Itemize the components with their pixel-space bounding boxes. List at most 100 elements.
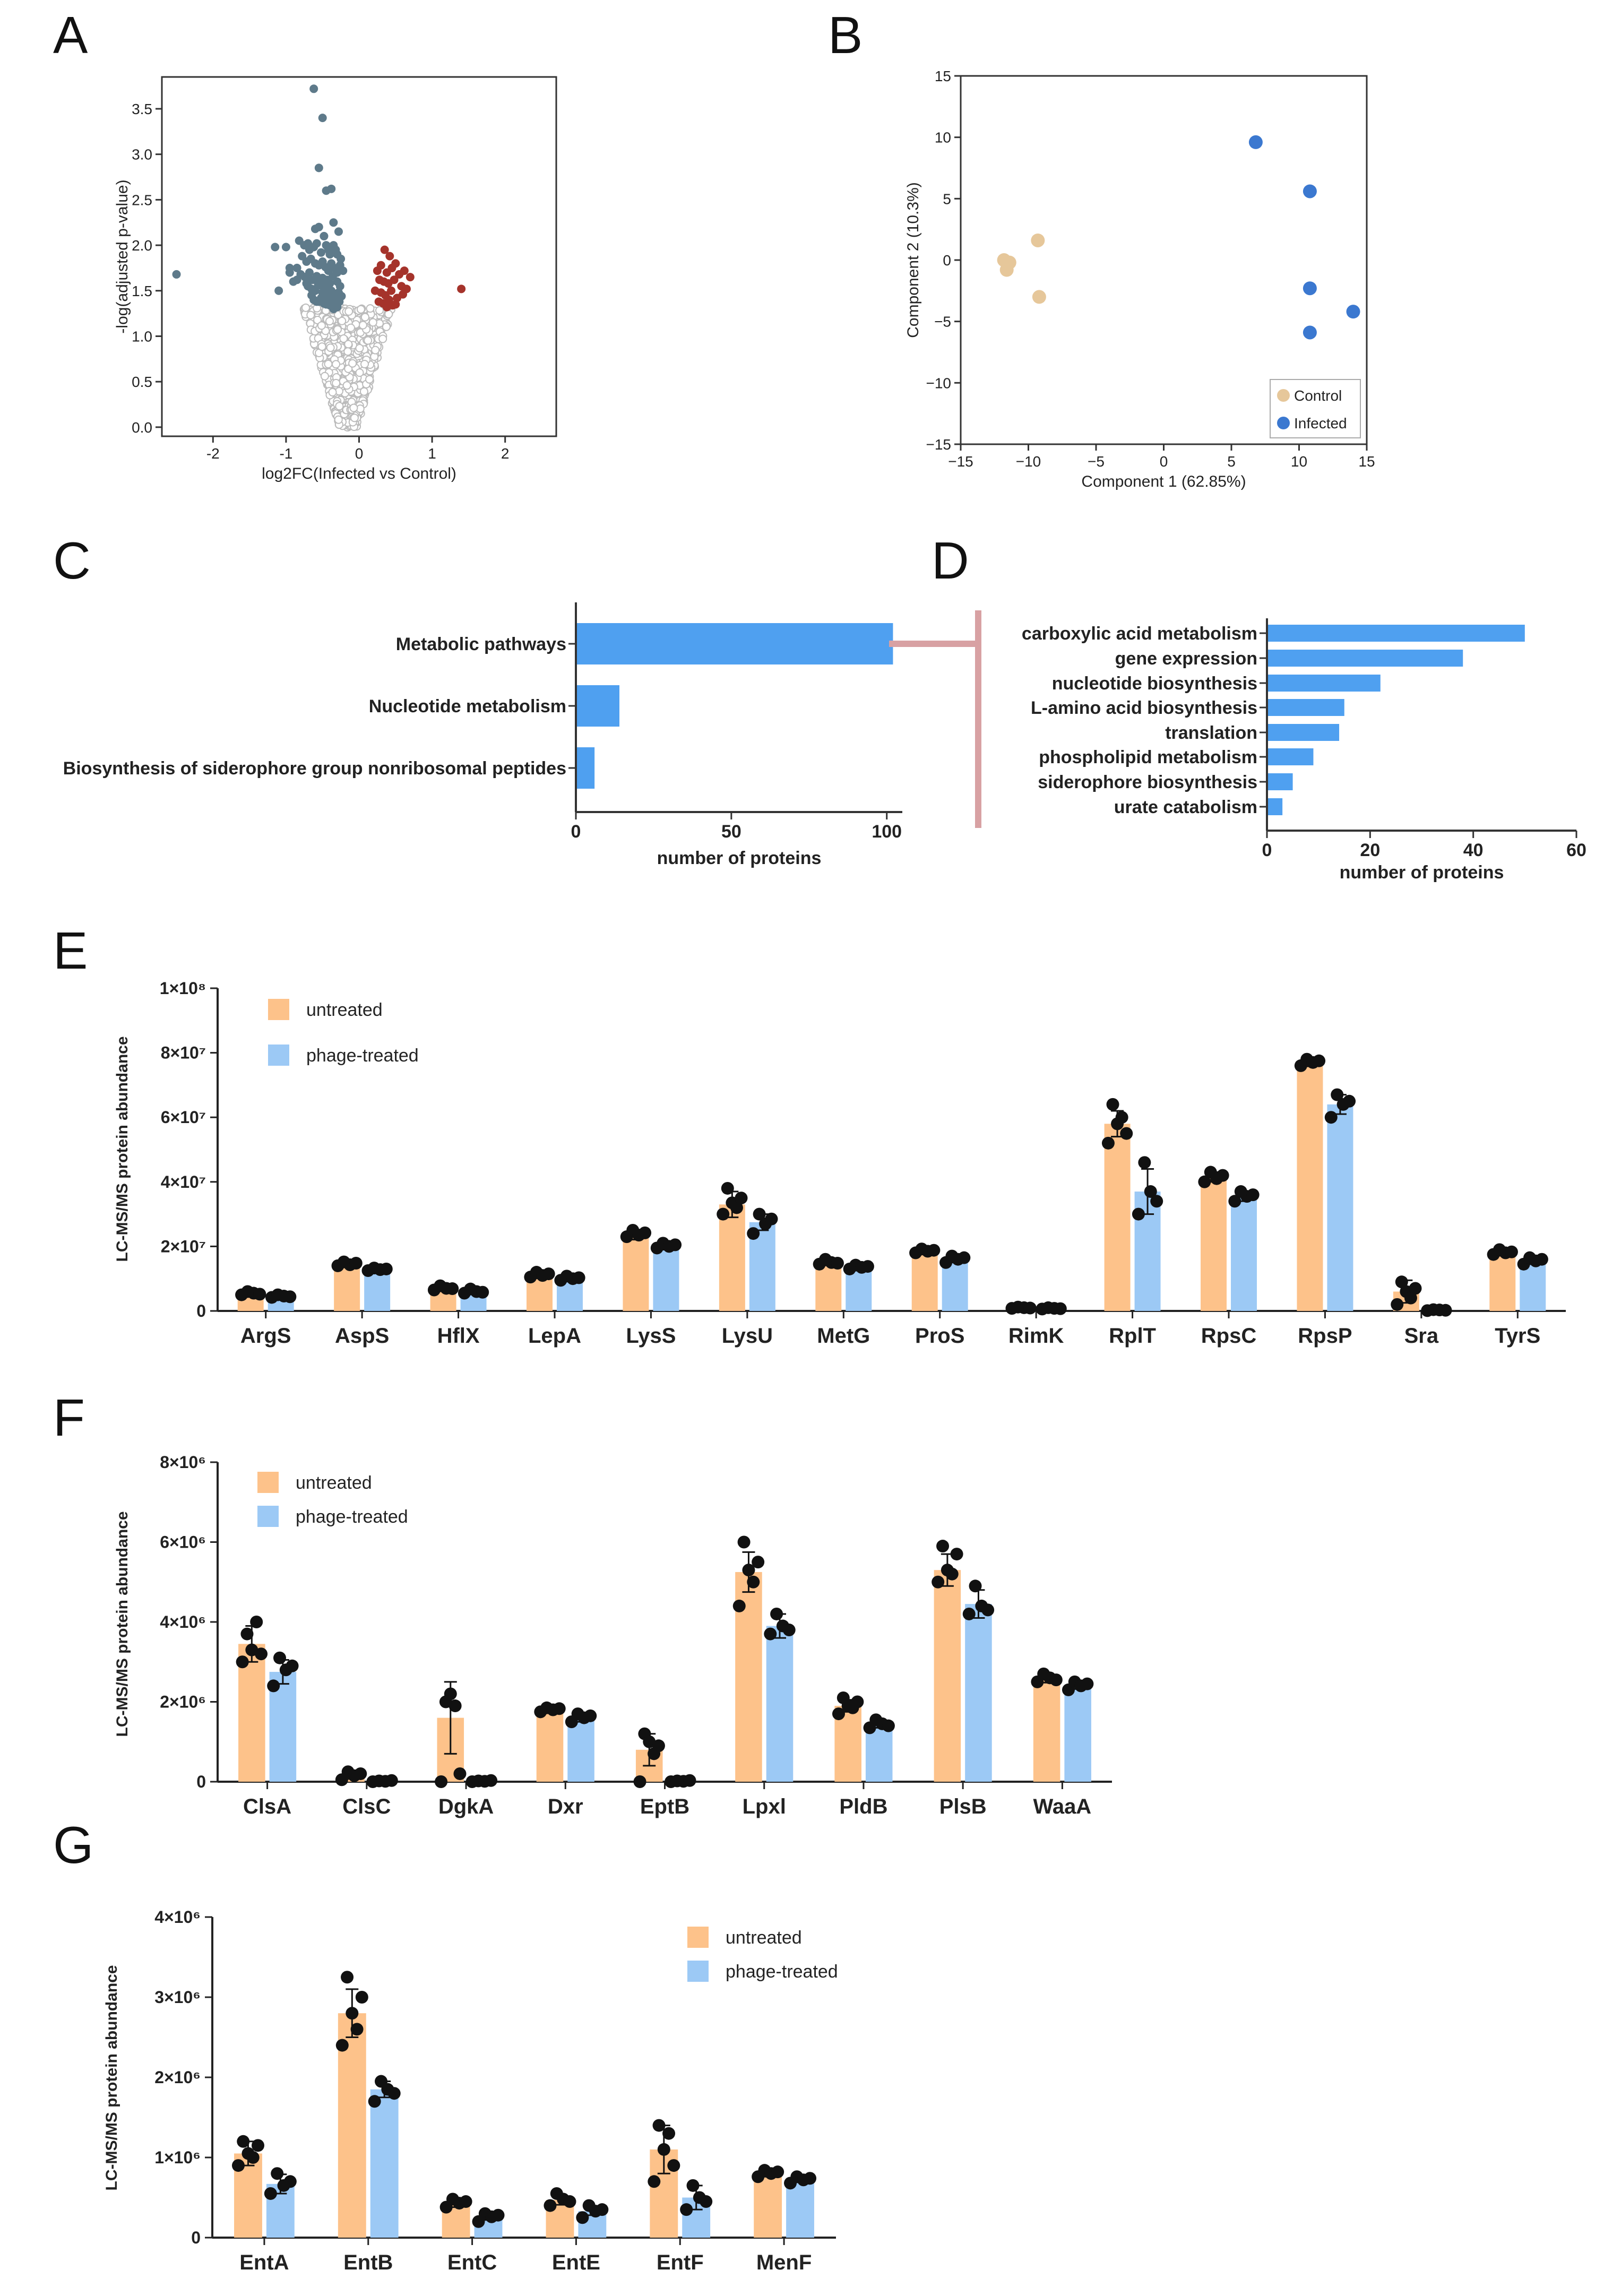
bar bbox=[1267, 773, 1293, 790]
y-tick-label: 1×10⁶ bbox=[154, 2148, 201, 2167]
replicate-point bbox=[584, 1709, 597, 1722]
replicate-point bbox=[1343, 1094, 1356, 1108]
panel-f: F 0 2×10⁶ 4×10⁶ 6×10⁶ 8×10⁶ LC-MS/MS protein … bbox=[53, 1388, 1112, 1818]
untreated-bar bbox=[1033, 1678, 1060, 1782]
replicate-point bbox=[1395, 1275, 1408, 1289]
x-tick-label: 0 bbox=[571, 822, 581, 842]
nonsig-point bbox=[313, 316, 322, 325]
category-label: urate catabolism bbox=[1114, 797, 1257, 817]
y-tick-label: 0.5 bbox=[132, 374, 152, 390]
replicate-point bbox=[765, 1212, 778, 1225]
nonsig-point bbox=[333, 325, 342, 334]
y-tick-label: 1×10⁸ bbox=[160, 979, 206, 998]
bar bbox=[1267, 699, 1344, 716]
y-tick-label: 8×10⁶ bbox=[160, 1453, 206, 1472]
untreated-bar bbox=[1297, 1062, 1323, 1311]
bar bbox=[1267, 675, 1381, 692]
control-point bbox=[1031, 233, 1045, 247]
category-label: WaaA bbox=[1033, 1795, 1092, 1818]
legend-marker-control bbox=[1277, 389, 1290, 402]
category-label: ClsA bbox=[243, 1795, 291, 1818]
y-tick-label: 1.5 bbox=[132, 283, 152, 299]
category-label: ArgS bbox=[240, 1324, 291, 1348]
panel-label-c: C bbox=[53, 531, 91, 590]
category-label: RpsP bbox=[1298, 1324, 1352, 1348]
nonsig-point bbox=[339, 334, 348, 343]
significant-down-point bbox=[318, 114, 327, 123]
category-label: ProS bbox=[915, 1324, 964, 1348]
replicate-point bbox=[255, 1647, 268, 1661]
category-label: RpsC bbox=[1201, 1324, 1256, 1348]
replicate-point bbox=[1049, 1673, 1063, 1687]
legend-swatch-phage-treated bbox=[257, 1506, 279, 1527]
nonsig-point bbox=[359, 387, 368, 396]
replicate-point bbox=[657, 2143, 670, 2156]
significant-down-point bbox=[285, 268, 294, 277]
x-tick-label: 5 bbox=[1227, 453, 1236, 470]
significant-down-point bbox=[327, 184, 336, 193]
replicate-point bbox=[1391, 1298, 1404, 1311]
replicate-point bbox=[286, 1659, 299, 1672]
panel-e: E 0 2×10⁷ 4×10⁷ 6×10⁷ 8×10⁷ 1×10⁸ LC-MS/MS pro… bbox=[53, 921, 1566, 1348]
replicate-point bbox=[240, 1627, 254, 1641]
replicate-point bbox=[1132, 1207, 1145, 1221]
x-tick-label: −5 bbox=[1088, 453, 1105, 470]
significant-up-point bbox=[388, 301, 397, 310]
replicate-point bbox=[251, 2139, 264, 2152]
untreated-bar bbox=[911, 1251, 938, 1311]
y-tick-label: 6×10⁷ bbox=[161, 1108, 206, 1127]
category-label: L-amino acid biosynthesis bbox=[1031, 698, 1257, 718]
x-tick-label: 2 bbox=[501, 445, 510, 462]
replicate-point bbox=[449, 1699, 462, 1713]
category-label: PlsB bbox=[939, 1795, 987, 1818]
replicate-point bbox=[246, 2151, 260, 2164]
significant-up-point bbox=[390, 275, 399, 284]
replicate-point bbox=[1144, 1185, 1157, 1198]
phage-treated-bar bbox=[766, 1626, 794, 1782]
category-label: PldB bbox=[839, 1795, 887, 1818]
replicate-point bbox=[267, 1679, 280, 1693]
replicate-point bbox=[435, 1775, 448, 1788]
bar bbox=[1267, 724, 1340, 741]
legend-label-untreated: untreated bbox=[296, 1473, 372, 1493]
infected-point bbox=[1303, 184, 1317, 198]
replicate-point bbox=[341, 1971, 354, 1984]
replicate-point bbox=[1228, 1195, 1241, 1208]
significant-down-point bbox=[333, 301, 342, 310]
replicate-point bbox=[1081, 1677, 1094, 1690]
category-label: LysU bbox=[722, 1324, 773, 1348]
significant-up-point bbox=[387, 263, 396, 272]
replicate-point bbox=[572, 1271, 585, 1284]
control-point bbox=[1032, 290, 1046, 304]
y-tick-label: 0 bbox=[196, 1301, 206, 1320]
replicate-point bbox=[1313, 1054, 1326, 1067]
nonsig-point bbox=[364, 336, 373, 345]
category-label: EntE bbox=[552, 2251, 600, 2274]
replicate-point bbox=[1409, 1282, 1422, 1295]
category-label: LysS bbox=[626, 1324, 676, 1348]
y-tick-label: 0 bbox=[191, 2228, 201, 2247]
nonsig-point bbox=[384, 309, 393, 318]
replicate-point bbox=[747, 1227, 760, 1240]
significant-down-point bbox=[305, 268, 314, 277]
category-label: EntF bbox=[657, 2251, 704, 2274]
replicate-point bbox=[1246, 1188, 1260, 1202]
significant-down-point bbox=[311, 225, 320, 234]
replicate-point bbox=[648, 2175, 661, 2188]
category-label: MenF bbox=[756, 2251, 812, 2274]
replicate-point bbox=[237, 2135, 250, 2148]
replicate-point bbox=[753, 1207, 766, 1221]
x-tick-label: 10 bbox=[1291, 453, 1307, 470]
replicate-point bbox=[742, 1564, 755, 1577]
nonsig-point bbox=[342, 381, 351, 390]
significant-down-point bbox=[309, 84, 318, 93]
significant-down-point bbox=[314, 297, 323, 306]
nonsig-point bbox=[338, 316, 347, 325]
replicate-point bbox=[380, 1262, 393, 1275]
y-tick-label: 3.5 bbox=[132, 101, 152, 117]
replicate-point bbox=[752, 1556, 765, 1569]
legend-marker-infected bbox=[1277, 417, 1290, 429]
category-label: Lpxl bbox=[743, 1795, 786, 1818]
category-label: TyrS bbox=[1495, 1324, 1540, 1348]
x-tick-label: -1 bbox=[279, 445, 292, 462]
